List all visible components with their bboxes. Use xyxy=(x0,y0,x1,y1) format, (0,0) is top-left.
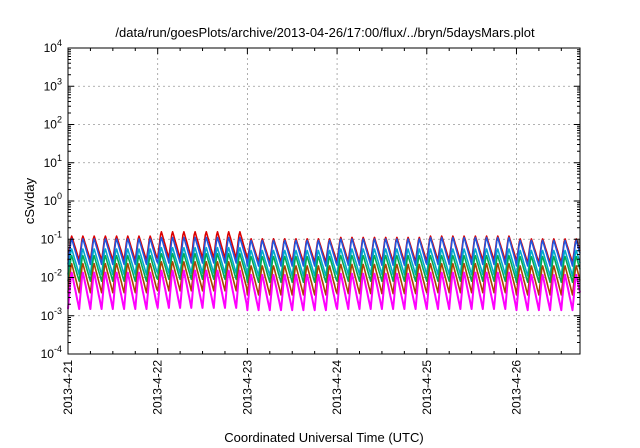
x-tick-label: 2013-4-26 xyxy=(509,360,523,415)
series-line xyxy=(67,236,581,267)
series-group xyxy=(67,231,581,312)
x-tick-label: 2013-4-25 xyxy=(420,360,434,415)
series-line xyxy=(67,246,581,277)
y-tick-label: 103 xyxy=(44,76,62,93)
y-axis: 10-4 10-3 10-2 10-1 100 101 102 103 104 xyxy=(41,38,580,361)
y-axis-label: cSv/day xyxy=(22,177,37,224)
x-axis-label: Coordinated Universal Time (UTC) xyxy=(224,430,423,445)
x-tick-label: 2013-4-22 xyxy=(151,360,165,415)
series-line xyxy=(67,269,581,312)
y-tick-label: 104 xyxy=(44,38,62,55)
grid xyxy=(68,48,580,354)
y-tick-label: 10-2 xyxy=(41,268,62,285)
x-tick-label: 2013-4-24 xyxy=(330,360,344,415)
y-tick-label: 10-4 xyxy=(41,344,62,361)
chart-title: /data/run/goesPlots/archive/2013-04-26/1… xyxy=(115,25,535,40)
x-tick-label: 2013-4-23 xyxy=(240,360,254,415)
series-line xyxy=(67,261,581,296)
y-tick-label: 101 xyxy=(44,153,62,170)
y-tick-label: 10-1 xyxy=(41,229,62,246)
series-line xyxy=(67,253,581,284)
y-tick-label: 100 xyxy=(44,191,62,208)
x-tick-label: 2013-4-21 xyxy=(61,360,75,415)
x-axis: 2013-4-21 2013-4-22 2013-4-23 2013-4-24 2013… xyxy=(61,48,562,415)
y-tick-label: 102 xyxy=(44,115,62,132)
y-tick-label: 10-3 xyxy=(41,306,62,323)
